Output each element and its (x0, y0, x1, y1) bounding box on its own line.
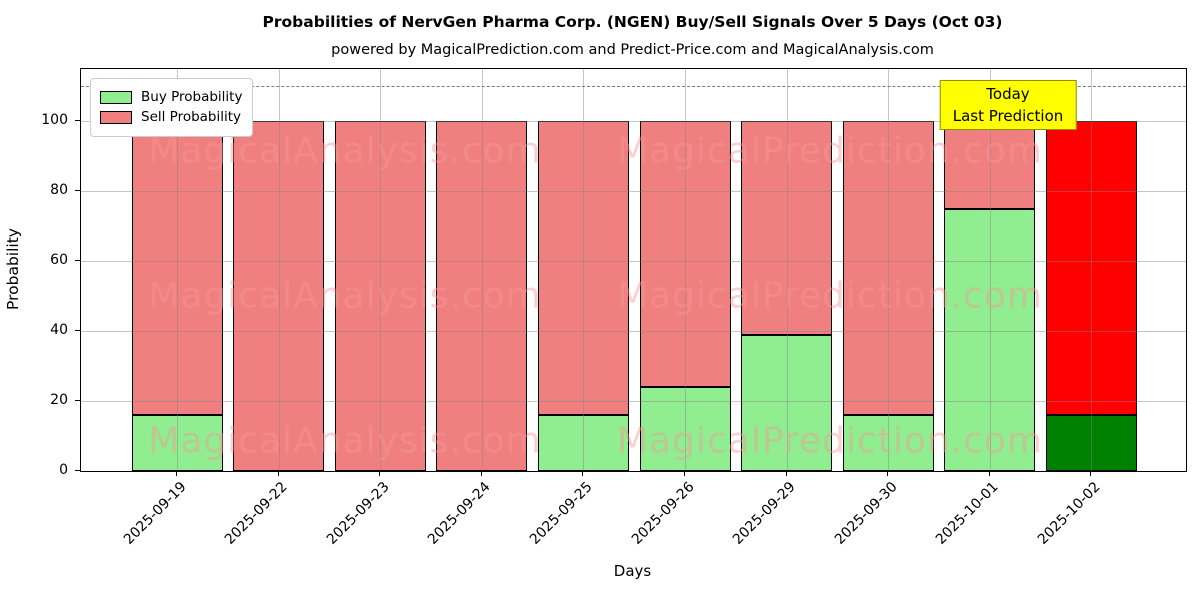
x-tick-label: 2025-10-02 (1034, 479, 1104, 548)
gridline-h (81, 121, 1186, 123)
watermark-text: MagicalAnalysis.com (148, 275, 542, 317)
gridline-h (81, 191, 1186, 193)
x-tick-label: 2025-09-24 (425, 479, 495, 548)
x-tick-mark (480, 471, 482, 476)
x-tick-mark (582, 471, 584, 476)
y-tick-mark (75, 400, 80, 402)
x-tick-mark (887, 471, 889, 476)
bar-buy-segment (537, 415, 629, 471)
watermark-text: MagicalPrediction.com (617, 130, 1043, 172)
legend-item-sell: Sell Probability (100, 109, 242, 126)
plot-area: Buy Probability Sell Probability (80, 68, 1187, 472)
bar-sell-segment (436, 121, 528, 471)
x-tick-label: 2025-10-01 (933, 479, 1003, 548)
legend-label-sell: Sell Probability (141, 109, 242, 125)
y-tick-label: 80 (50, 182, 68, 199)
gridline-h (81, 331, 1186, 333)
sell-color-swatch (100, 111, 132, 124)
gridline-v (583, 69, 585, 471)
x-tick-label: 2025-09-23 (323, 479, 393, 548)
gridline-h (81, 261, 1186, 263)
bar-sell-segment (233, 121, 325, 471)
y-tick-mark (75, 190, 80, 192)
bar-sell-segment (842, 121, 934, 416)
gridline-v (278, 69, 280, 471)
bar-buy-segment (741, 334, 833, 471)
legend-item-buy: Buy Probability (100, 89, 242, 106)
x-tick-label: 2025-09-19 (120, 479, 190, 548)
y-tick-mark (75, 120, 80, 122)
y-tick-mark (75, 260, 80, 262)
y-tick-label: 40 (50, 322, 68, 339)
gridline-h (81, 401, 1186, 403)
gridline-v (685, 69, 686, 471)
x-tick-mark (684, 471, 685, 476)
x-tick-label: 2025-09-25 (526, 479, 596, 548)
gridline-v (1091, 69, 1093, 471)
bar-buy-segment (1045, 415, 1137, 471)
y-tick-label: 0 (59, 462, 68, 478)
bar-buy-segment (944, 208, 1036, 471)
legend: Buy Probability Sell Probability (90, 78, 254, 137)
x-tick-label: 2025-09-29 (730, 479, 799, 548)
watermark-text: MagicalPrediction.com (617, 275, 1043, 317)
watermark-text: MagicalAnalysis.com (148, 130, 542, 172)
bar-buy-segment (131, 415, 223, 471)
bar-sell-segment (334, 121, 426, 471)
bar-buy-segment (842, 415, 934, 471)
gridline-v (177, 69, 178, 471)
legend-label-buy: Buy Probability (141, 89, 243, 105)
bar-sell-segment (741, 121, 833, 335)
watermark-text: MagicalAnalysis.com (148, 420, 542, 462)
buy-color-swatch (100, 91, 132, 104)
x-tick-mark (785, 471, 787, 476)
x-tick-label: 2025-09-22 (222, 479, 291, 548)
today-annotation-line2: Last Prediction (952, 107, 1064, 125)
x-axis-label: Days (613, 562, 652, 580)
x-tick-mark (277, 471, 279, 476)
bar-sell-segment (944, 121, 1036, 209)
x-tick-mark (1090, 471, 1092, 476)
gridline-v (888, 69, 890, 471)
dashed-threshold-line (81, 86, 1186, 88)
gridline-v (481, 69, 483, 471)
y-tick-label: 20 (50, 392, 68, 409)
today-annotation-line1: Today (986, 85, 1030, 103)
bar-buy-segment (639, 387, 731, 471)
x-tick-mark (988, 471, 990, 476)
y-tick-label: 100 (41, 112, 68, 129)
gridline-v (786, 69, 788, 471)
x-tick-label: 2025-09-26 (628, 479, 698, 548)
x-tick-label: 2025-09-30 (831, 479, 901, 548)
watermark-text: MagicalPrediction.com (617, 420, 1043, 462)
y-tick-mark (75, 470, 80, 471)
today-annotation: Today Last Prediction (939, 80, 1077, 130)
y-tick-label: 60 (50, 252, 68, 269)
chart-title: Probabilities of NervGen Pharma Corp. (N… (262, 13, 1003, 31)
gridline-v (380, 69, 382, 471)
bar-sell-segment (1045, 121, 1137, 416)
x-tick-mark (379, 471, 381, 476)
x-tick-mark (176, 471, 177, 476)
bar-sell-segment (537, 121, 629, 416)
y-tick-mark (75, 330, 80, 332)
bar-sell-segment (639, 121, 731, 388)
gridline-v (989, 69, 991, 471)
chart-subtitle: powered by MagicalPrediction.com and Pre… (331, 42, 934, 58)
